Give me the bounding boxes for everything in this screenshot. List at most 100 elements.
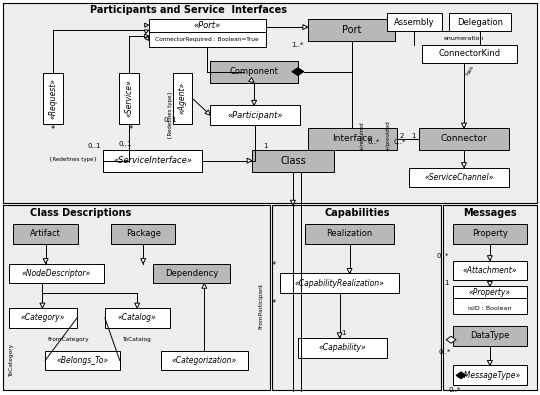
Polygon shape (347, 269, 352, 273)
Polygon shape (205, 110, 210, 115)
Polygon shape (337, 333, 342, 338)
Text: «Catalog»: «Catalog» (118, 314, 157, 322)
Bar (453, 224, 526, 244)
Bar (422, 45, 517, 63)
Text: «Attachment»: «Attachment» (463, 266, 517, 275)
Polygon shape (202, 283, 207, 288)
Text: Participants and Service  Interfaces: Participants and Service Interfaces (90, 5, 287, 15)
Text: Artifact: Artifact (30, 229, 61, 238)
Polygon shape (248, 77, 254, 83)
Bar (409, 167, 509, 187)
Text: 0..*: 0..* (367, 139, 380, 145)
Text: Connector: Connector (441, 134, 488, 143)
Text: FromParticipant: FromParticipant (259, 283, 264, 329)
Text: has: has (465, 64, 475, 77)
Text: «ServiceChannel»: «ServiceChannel» (424, 173, 494, 182)
Text: «Belongs_To»: «Belongs_To» (56, 356, 109, 365)
Text: «Property»: «Property» (469, 288, 511, 297)
Bar (210, 105, 300, 125)
Text: *: * (129, 126, 133, 134)
Text: *: * (272, 261, 276, 270)
Text: enumeration: enumeration (444, 36, 484, 41)
Text: «Categorization»: «Categorization» (172, 356, 237, 365)
Bar (272, 205, 441, 390)
Text: DataType: DataType (470, 331, 510, 340)
Bar (210, 61, 298, 83)
Text: Capabilities: Capabilities (325, 208, 390, 218)
Bar (449, 13, 511, 31)
Polygon shape (292, 68, 304, 75)
Text: Component: Component (230, 67, 279, 76)
Bar (119, 73, 139, 124)
Polygon shape (145, 23, 148, 27)
Polygon shape (134, 303, 140, 308)
Text: 0..*: 0..* (437, 253, 449, 259)
Polygon shape (252, 100, 256, 105)
Bar (453, 261, 526, 280)
Polygon shape (462, 123, 467, 128)
Text: 1: 1 (263, 143, 267, 149)
Text: 1: 1 (411, 133, 415, 139)
Text: «Agent»: «Agent» (178, 82, 187, 115)
Bar (9, 263, 104, 283)
Text: Property: Property (472, 229, 508, 238)
Polygon shape (145, 34, 148, 38)
Text: 1: 1 (341, 330, 346, 336)
Text: Realization: Realization (327, 229, 373, 238)
Text: Dependency: Dependency (165, 269, 218, 278)
Text: «MessageType»: «MessageType» (459, 371, 521, 380)
Bar (305, 224, 394, 244)
Text: Port: Port (342, 25, 361, 35)
Bar (43, 73, 63, 124)
Bar (453, 326, 526, 346)
Text: «NodeDescriptor»: «NodeDescriptor» (22, 269, 91, 278)
Polygon shape (462, 163, 467, 167)
Polygon shape (303, 24, 308, 30)
Text: Class Descriptions: Class Descriptions (30, 208, 132, 218)
Text: Assembly: Assembly (394, 18, 435, 27)
Text: ToCatalog: ToCatalog (123, 337, 151, 342)
Bar (308, 19, 395, 41)
Text: «Category»: «Category» (21, 314, 65, 322)
Text: 0..1: 0..1 (118, 141, 132, 147)
Text: 0..1: 0..1 (87, 143, 101, 149)
Text: *: * (51, 126, 55, 134)
Text: 0..*: 0..* (449, 387, 461, 393)
Text: 1: 1 (444, 280, 449, 286)
Polygon shape (291, 200, 295, 205)
Bar (443, 205, 537, 390)
Polygon shape (488, 361, 492, 365)
Bar (148, 19, 266, 47)
Text: FromCategory: FromCategory (47, 337, 89, 342)
Polygon shape (144, 30, 148, 34)
Text: +/provided: +/provided (385, 120, 390, 151)
Text: *: * (272, 299, 276, 308)
Text: 0..1: 0..1 (164, 117, 177, 123)
Polygon shape (145, 36, 148, 40)
Text: Messages: Messages (463, 208, 517, 218)
Text: «Request»: «Request» (49, 78, 58, 119)
Polygon shape (488, 256, 492, 261)
Text: ConnectorKind: ConnectorKind (438, 49, 501, 58)
Bar (453, 286, 526, 314)
Text: 1..*: 1..* (292, 42, 304, 48)
Text: Package: Package (126, 229, 161, 238)
Text: ToCategory: ToCategory (9, 344, 14, 377)
Bar (3, 4, 537, 203)
Bar (419, 128, 509, 150)
Text: {Redefines type}: {Redefines type} (49, 157, 97, 162)
Bar (153, 263, 230, 283)
Bar (103, 150, 202, 171)
Bar (160, 351, 248, 371)
Text: ConnectorRequired : Boolean=True: ConnectorRequired : Boolean=True (156, 37, 259, 42)
Text: «Port»: «Port» (194, 21, 221, 30)
Polygon shape (488, 281, 492, 286)
Text: «CapabilityRealization»: «CapabilityRealization» (295, 279, 384, 288)
Polygon shape (40, 303, 45, 308)
Bar (14, 224, 78, 244)
Text: «ServiceInterface»: «ServiceInterface» (113, 156, 192, 165)
Text: «Capability»: «Capability» (319, 343, 367, 352)
Bar (3, 205, 270, 390)
Bar (298, 338, 387, 357)
Text: {Redefines type}: {Redefines type} (168, 91, 173, 139)
